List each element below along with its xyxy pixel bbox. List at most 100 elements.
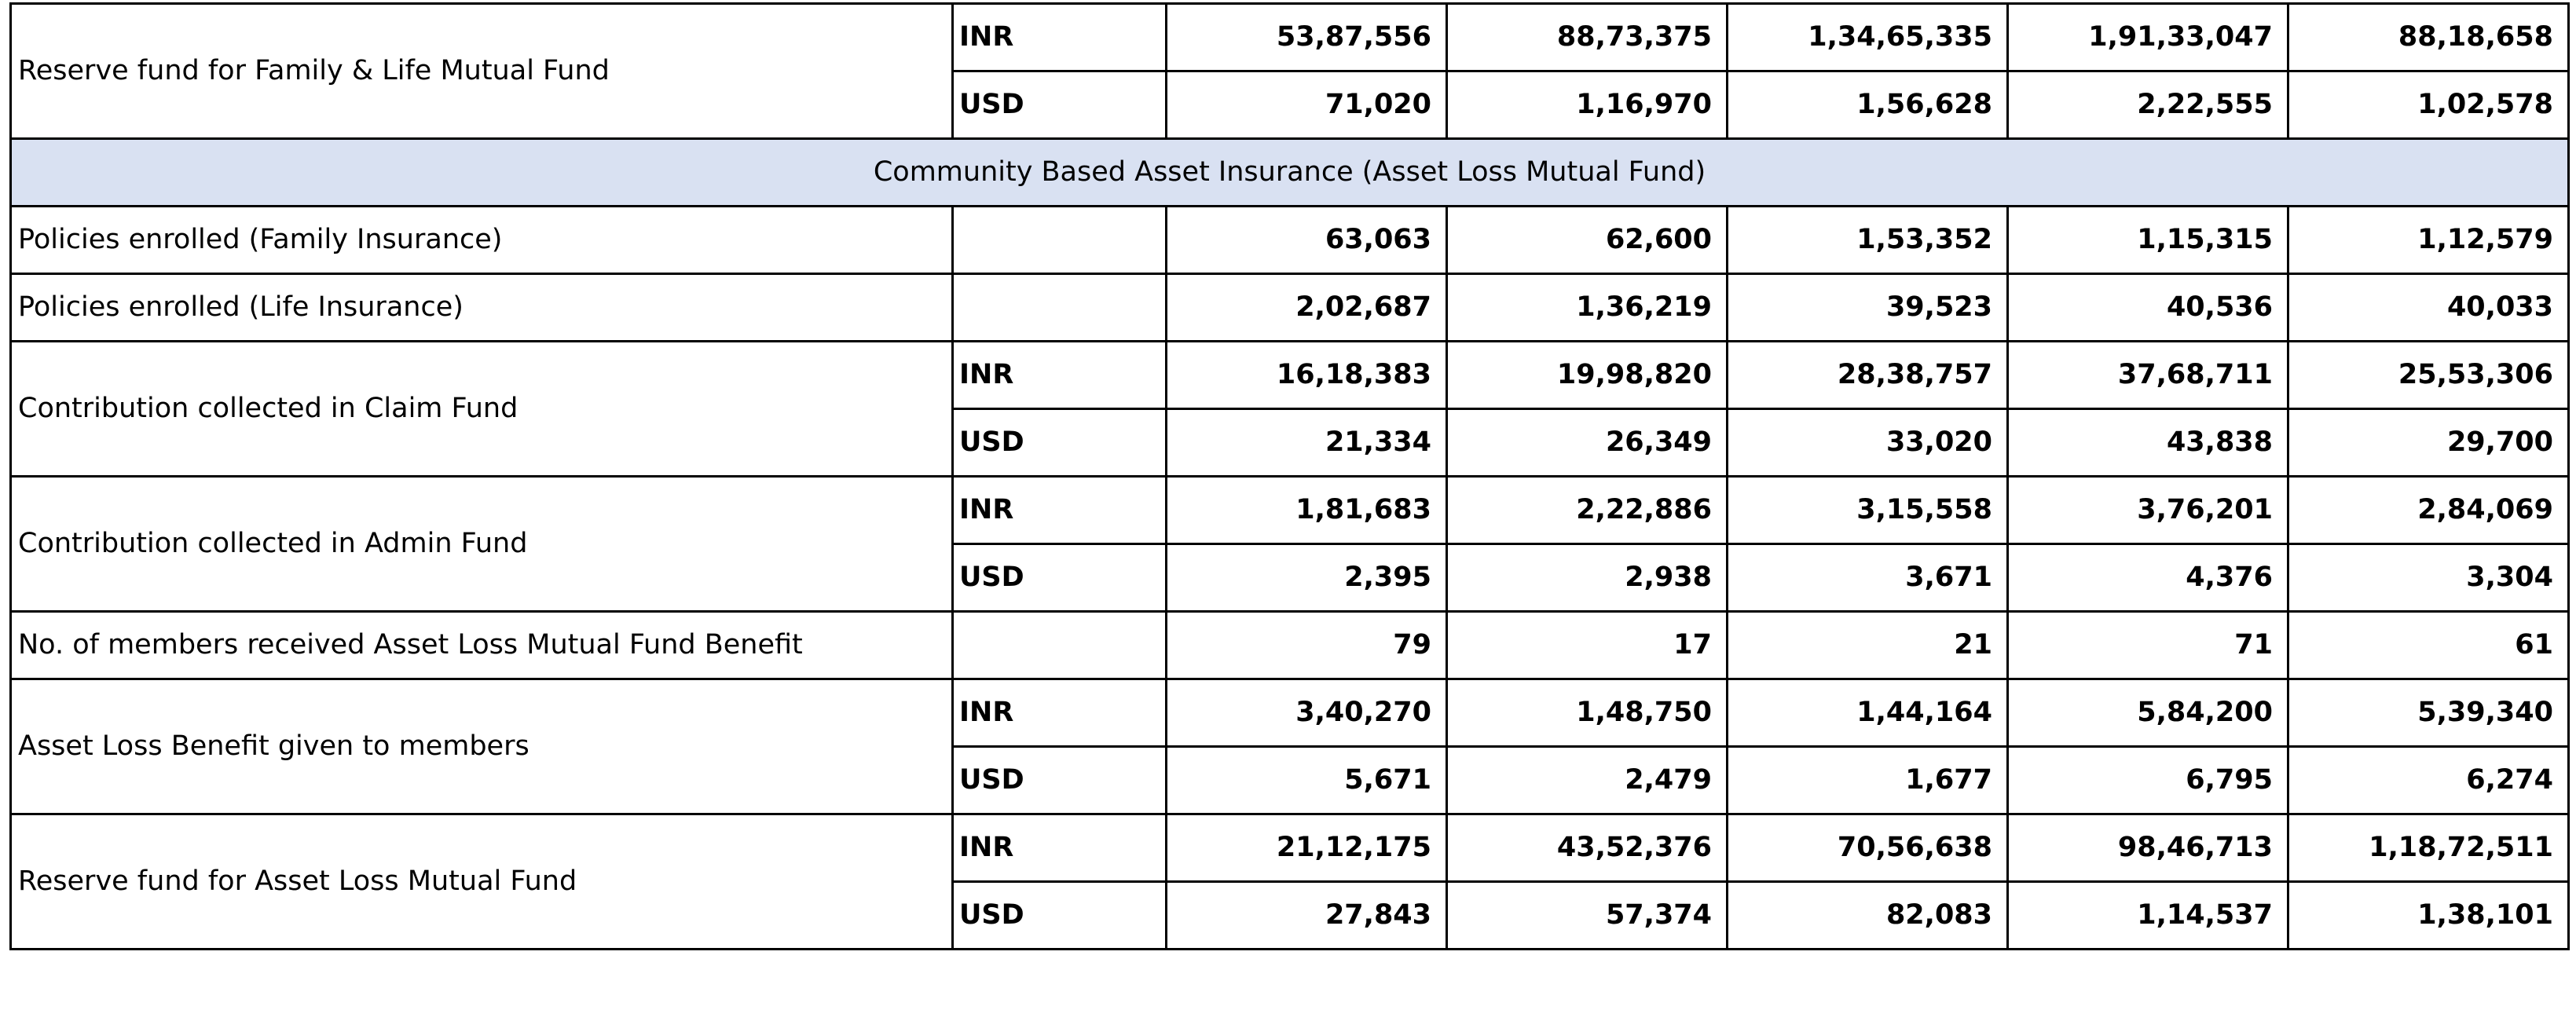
table-row: Contribution collected in Claim Fund INR 1… xyxy=(9,340,2570,478)
value-cell: 1,44,164 xyxy=(1726,678,2009,748)
value-cell: 3,76,201 xyxy=(2006,475,2289,545)
row-label: Policies enrolled (Life Insurance) xyxy=(9,273,954,342)
value-cell: 88,18,658 xyxy=(2287,2,2570,72)
section-header-row: Community Based Asset Insurance (Asset L… xyxy=(9,137,2570,207)
value-cell: 40,536 xyxy=(2006,273,2289,342)
value-cell: 1,53,352 xyxy=(1726,205,2009,275)
value-cell: 33,020 xyxy=(1726,408,2009,478)
value-cell: 1,36,219 xyxy=(1446,273,1728,342)
value-cell: 6,274 xyxy=(2287,745,2570,815)
value-cell: 79 xyxy=(1165,610,1448,680)
value-cell: 28,38,757 xyxy=(1726,340,2009,410)
table-row: Reserve fund for Asset Loss Mutual Fund I… xyxy=(9,813,2570,950)
value-cell: 21,334 xyxy=(1165,408,1448,478)
value-cell: 17 xyxy=(1446,610,1728,680)
table-row: Asset Loss Benefit given to members INR 3,… xyxy=(9,678,2570,815)
table-body: Reserve fund for Family & Life Mutual Fu… xyxy=(9,2,2570,950)
currency-cell: INR xyxy=(951,813,1167,883)
row-label: No. of members received Asset Loss Mutua… xyxy=(9,610,954,680)
value-cell: 39,523 xyxy=(1726,273,2009,342)
currency-cell: INR xyxy=(951,475,1167,545)
value-cell: 2,22,555 xyxy=(2006,70,2289,140)
currency-cell: INR xyxy=(951,678,1167,748)
value-cell: 3,40,270 xyxy=(1165,678,1448,748)
table-row: USD 2,395 2,938 3,671 4,376 3,304 xyxy=(11,543,2570,613)
value-cell: 2,938 xyxy=(1446,543,1728,613)
value-cell: 25,53,306 xyxy=(2287,340,2570,410)
table-row: Policies enrolled (Life Insurance) 2,02,6… xyxy=(9,273,2570,342)
value-cell: 3,304 xyxy=(2287,543,2570,613)
value-cell: 1,02,578 xyxy=(2287,70,2570,140)
value-cell: 2,479 xyxy=(1446,745,1728,815)
value-cell: 71 xyxy=(2006,610,2289,680)
value-cell: 88,73,375 xyxy=(1446,2,1728,72)
row-label: Reserve fund for Family & Life Mutual Fu… xyxy=(9,2,954,140)
table-row: Contribution collected in Admin Fund INR 1… xyxy=(9,475,2570,613)
row-label: Contribution collected in Claim Fund xyxy=(9,340,954,478)
currency-cell: USD xyxy=(951,745,1167,815)
value-cell: 98,46,713 xyxy=(2006,813,2289,883)
section-title: Community Based Asset Insurance (Asset L… xyxy=(9,137,2570,207)
value-cell: 21 xyxy=(1726,610,2009,680)
value-cell: 26,349 xyxy=(1446,408,1728,478)
value-cell: 53,87,556 xyxy=(1165,2,1448,72)
value-cell: 5,84,200 xyxy=(2006,678,2289,748)
row-label: Contribution collected in Admin Fund xyxy=(9,475,954,613)
value-cell: 1,15,315 xyxy=(2006,205,2289,275)
value-cell: 1,38,101 xyxy=(2287,880,2570,950)
value-cell: 2,84,069 xyxy=(2287,475,2570,545)
table-row: USD 21,334 26,349 33,020 43,838 29,700 xyxy=(11,408,2570,478)
value-cell: 5,671 xyxy=(1165,745,1448,815)
value-cell: 2,02,687 xyxy=(1165,273,1448,342)
value-cell: 3,15,558 xyxy=(1726,475,2009,545)
value-cell: 1,48,750 xyxy=(1446,678,1728,748)
value-cell: 1,16,970 xyxy=(1446,70,1728,140)
currency-cell: USD xyxy=(951,408,1167,478)
value-cell: 27,843 xyxy=(1165,880,1448,950)
currency-cell: INR xyxy=(951,340,1167,410)
value-cell: 70,56,638 xyxy=(1726,813,2009,883)
value-cell: 1,34,65,335 xyxy=(1726,2,2009,72)
value-cell: 40,033 xyxy=(2287,273,2570,342)
table-row: USD 5,671 2,479 1,677 6,795 6,274 xyxy=(11,745,2570,815)
value-cell: 1,91,33,047 xyxy=(2006,2,2289,72)
table-row: USD 71,020 1,16,970 1,56,628 2,22,555 1,02,57… xyxy=(11,70,2570,140)
currency-cell: INR xyxy=(951,2,1167,72)
value-cell: 37,68,711 xyxy=(2006,340,2289,410)
asset-loss-mutual-fund-table: Reserve fund for Family & Life Mutual Fu… xyxy=(9,2,2570,950)
table-row: Policies enrolled (Family Insurance) 63,0… xyxy=(9,205,2570,275)
value-cell: 4,376 xyxy=(2006,543,2289,613)
value-cell: 43,838 xyxy=(2006,408,2289,478)
table-row: USD 27,843 57,374 82,083 1,14,537 1,38,101 xyxy=(11,880,2570,950)
currency-cell xyxy=(951,610,1167,680)
value-cell: 29,700 xyxy=(2287,408,2570,478)
value-cell: 5,39,340 xyxy=(2287,678,2570,748)
value-cell: 1,81,683 xyxy=(1165,475,1448,545)
value-cell: 16,18,383 xyxy=(1165,340,1448,410)
row-label: Asset Loss Benefit given to members xyxy=(9,678,954,815)
currency-cell: USD xyxy=(951,543,1167,613)
currency-cell: USD xyxy=(951,880,1167,950)
value-cell: 43,52,376 xyxy=(1446,813,1728,883)
currency-cell xyxy=(951,273,1167,342)
value-cell: 1,677 xyxy=(1726,745,2009,815)
table-row: No. of members received Asset Loss Mutua… xyxy=(9,610,2570,680)
value-cell: 71,020 xyxy=(1165,70,1448,140)
currency-cell: USD xyxy=(951,70,1167,140)
value-cell: 1,56,628 xyxy=(1726,70,2009,140)
currency-cell xyxy=(951,205,1167,275)
value-cell: 6,795 xyxy=(2006,745,2289,815)
value-cell: 19,98,820 xyxy=(1446,340,1728,410)
value-cell: 63,063 xyxy=(1165,205,1448,275)
value-cell: 57,374 xyxy=(1446,880,1728,950)
row-label: Policies enrolled (Family Insurance) xyxy=(9,205,954,275)
value-cell: 1,12,579 xyxy=(2287,205,2570,275)
value-cell: 82,083 xyxy=(1726,880,2009,950)
value-cell: 1,14,537 xyxy=(2006,880,2289,950)
value-cell: 62,600 xyxy=(1446,205,1728,275)
value-cell: 21,12,175 xyxy=(1165,813,1448,883)
value-cell: 2,22,886 xyxy=(1446,475,1728,545)
value-cell: 1,18,72,511 xyxy=(2287,813,2570,883)
table-row: Reserve fund for Family & Life Mutual Fu… xyxy=(9,2,2570,140)
row-label: Reserve fund for Asset Loss Mutual Fund xyxy=(9,813,954,950)
